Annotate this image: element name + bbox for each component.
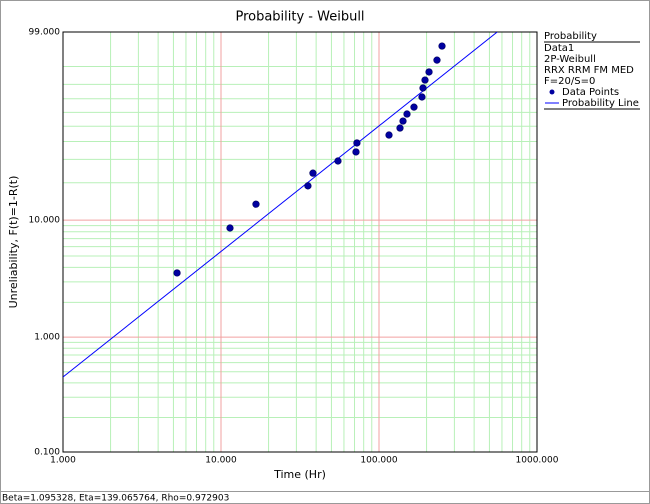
legend: Probability	[544, 31, 640, 43]
data-point	[410, 103, 418, 111]
data-point	[252, 200, 260, 208]
data-point	[304, 182, 312, 190]
x-tick-label: 100.000	[360, 456, 397, 466]
legend-label: Probability Line	[562, 98, 639, 109]
data-point	[403, 110, 411, 118]
data-point	[399, 117, 407, 125]
data-point	[334, 157, 342, 165]
y-tick-label: 10.000	[29, 216, 61, 226]
data-point	[418, 93, 426, 101]
legend-text: 2P-Weibull	[544, 54, 596, 65]
data-point	[433, 56, 441, 64]
x-axis-label: Time (Hr)	[273, 468, 326, 481]
legend-text: Data1	[544, 43, 574, 54]
x-tick-label: 10.000	[205, 456, 237, 466]
legend-title: Probability	[544, 31, 597, 42]
y-tick-label: 99.000	[29, 28, 61, 38]
legend-text: RRX RRM FM MED	[544, 65, 634, 76]
x-tick-label: 1000.000	[516, 456, 559, 466]
data-point	[353, 139, 361, 147]
y-tick-label: 1.000	[34, 333, 60, 343]
data-point	[226, 224, 234, 232]
data-point	[173, 269, 181, 277]
data-point	[385, 131, 393, 139]
legend-marker	[549, 89, 555, 95]
plot-border	[62, 31, 538, 453]
data-point	[425, 68, 433, 76]
data-point	[352, 148, 360, 156]
status-text: Beta=1.095328, Eta=139.065764, Rho=0.972…	[2, 494, 229, 504]
y-tick-label: 0.100	[34, 448, 60, 458]
legend-text: F=20/S=0	[544, 76, 595, 87]
data-point	[421, 76, 429, 84]
data-point	[309, 169, 317, 177]
data-point	[419, 84, 427, 92]
data-point	[396, 124, 404, 132]
x-tick-label: 1.000	[50, 456, 76, 466]
chart-title: Probability - Weibull	[235, 10, 364, 25]
y-axis-label: Unreliability, F(t)=1-R(t)	[7, 176, 20, 309]
legend-label: Data Points	[562, 87, 619, 98]
data-point	[438, 42, 446, 50]
